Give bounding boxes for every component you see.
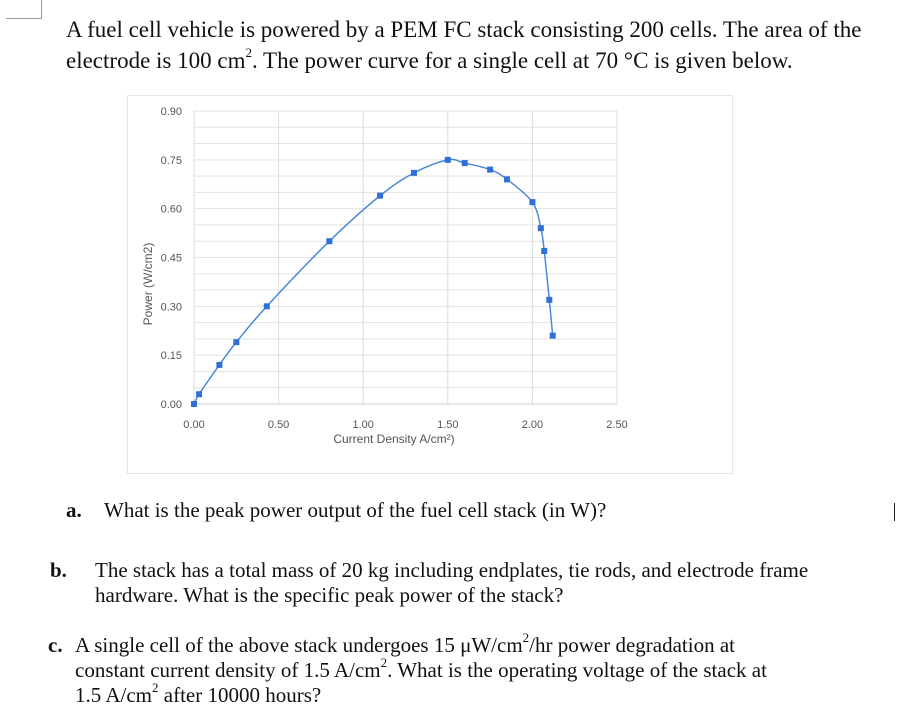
y-tick-label: 0.45 [161, 253, 182, 265]
x-tick-label: 2.00 [522, 419, 543, 431]
x-tick-label: 0.00 [183, 419, 204, 431]
superscript: 2 [522, 630, 530, 645]
question-a: a. What is the peak power output of the f… [66, 498, 606, 523]
x-tick-label: 1.00 [352, 419, 373, 431]
question-c-label: c. [48, 633, 63, 657]
intro-line-1: A fuel cell vehicle is powered by a PEM … [66, 17, 862, 42]
x-tick-label: 2.50 [606, 419, 627, 431]
question-c-line-3: 1.5 A/cm2 after 10000 hours? [75, 680, 875, 708]
intro-line-2-text: electrode is 100 cm [66, 48, 246, 73]
y-tick-label: 0.60 [161, 204, 182, 216]
question-b-line-1: The stack has a total mass of 20 kg incl… [95, 558, 809, 582]
data-point-markers [191, 156, 556, 407]
data-point-marker [537, 225, 544, 232]
y-axis-ticks: 0.00 0.15 0.30 0.45 0.60 0.75 0.90 [161, 106, 182, 411]
question-b-text: The stack has a total mass of 20 kg incl… [95, 558, 875, 608]
text-cursor [894, 503, 895, 521]
superscript: 2 [380, 655, 388, 670]
data-point-marker [377, 192, 384, 199]
x-tick-label: 0.50 [268, 419, 289, 431]
data-point-marker [233, 339, 240, 346]
y-axis-title: Power (W/cm2) [141, 243, 155, 326]
y-tick-label: 0.75 [161, 155, 182, 167]
data-point-marker [546, 296, 553, 303]
text: A single cell of the above stack undergo… [75, 633, 523, 657]
y-tick-label: 0.90 [161, 106, 182, 118]
superscript: 2 [245, 45, 252, 61]
data-point-marker [504, 176, 511, 183]
text: constant current density of 1.5 A/cm [75, 658, 381, 682]
question-c-line-1: A single cell of the above stack undergo… [75, 630, 875, 658]
power-curve-chart: 0.00 0.15 0.30 0.45 0.60 0.75 0.90 0.00 0.50 1.0… [127, 95, 733, 474]
y-tick-label: 0.30 [161, 301, 182, 313]
question-c-line-2: constant current density of 1.5 A/cm2. W… [75, 655, 875, 683]
superscript: 2 [152, 680, 159, 695]
text: /hr power degradation at [529, 633, 736, 657]
data-point-marker [216, 361, 223, 368]
data-point-marker [196, 391, 203, 398]
data-point-marker [191, 401, 197, 407]
page-corner-mark [6, 0, 42, 19]
question-b-line-2: hardware. What is the specific peak powe… [95, 583, 564, 607]
text: after 10000 hours? [158, 683, 322, 707]
data-point-marker [549, 332, 556, 339]
problem-intro: A fuel cell vehicle is powered by a PEM … [66, 14, 906, 76]
data-point-marker [461, 160, 468, 167]
question-a-text: What is the peak power output of the fue… [104, 498, 607, 522]
intro-line-2: electrode is 100 cm2. The power curve fo… [66, 45, 906, 76]
data-point-marker [541, 247, 548, 254]
data-point-marker [487, 166, 494, 173]
data-point-marker [410, 169, 417, 176]
question-a-label: a. [66, 498, 82, 522]
question-c-text: A single cell of the above stack undergo… [75, 630, 875, 708]
y-tick-label: 0.00 [161, 399, 182, 411]
question-b-label: b. [50, 558, 67, 582]
x-tick-label: 1.50 [437, 419, 458, 431]
chart-gridlines [193, 110, 618, 405]
text: . What is the operating voltage of the s… [387, 658, 767, 682]
data-point-marker [263, 303, 270, 310]
text: 1.5 A/cm [75, 683, 152, 707]
x-axis-ticks: 0.00 0.50 1.00 1.50 2.00 2.50 [183, 419, 627, 431]
x-axis-title: Current Density A/cm²) [333, 432, 454, 446]
intro-line-2-text-end: . The power curve for a single cell at 7… [251, 48, 793, 73]
data-point-marker [326, 238, 333, 245]
y-tick-label: 0.15 [161, 350, 182, 362]
data-point-marker [444, 156, 451, 163]
power-curve-line [193, 158, 554, 405]
chart-plot: 0.00 0.15 0.30 0.45 0.60 0.75 0.90 0.00 0.50 1.0… [141, 106, 628, 446]
data-point-marker [529, 199, 536, 206]
